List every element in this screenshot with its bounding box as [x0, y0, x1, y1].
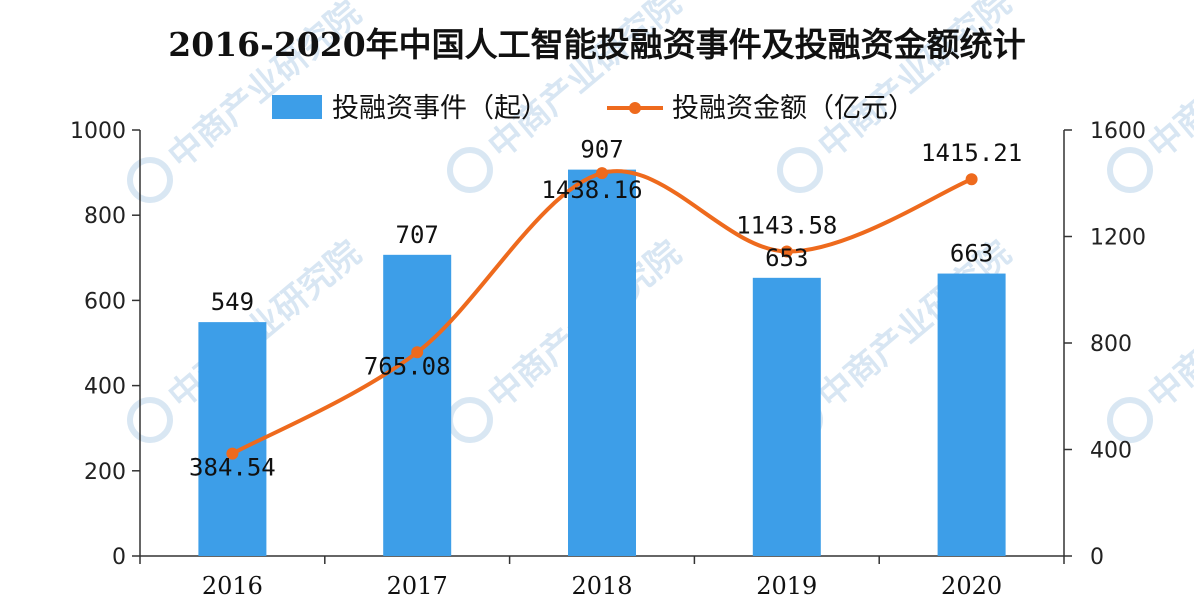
left-tick-label: 400: [84, 375, 126, 400]
amount-point-2018: [596, 167, 608, 180]
amount-point-2017: [411, 346, 424, 359]
watermark-logo-icon: [1107, 397, 1153, 443]
bar-value-label: 907: [580, 136, 623, 164]
line-value-label: 1143.58: [736, 212, 837, 240]
amount-point-2016: [226, 447, 239, 460]
chart-title: 2016-2020年中国人工智能投融资事件及投融资金额统计: [168, 25, 1025, 64]
legend-line-marker: [629, 102, 641, 114]
legend: 投融资事件（起） 投融资金额（亿元）: [272, 93, 915, 124]
bar-value-label: 707: [396, 221, 439, 249]
watermark-logo-icon: [777, 147, 823, 193]
x-tick-label: 2016: [202, 572, 263, 600]
bar-2017: [383, 254, 452, 556]
x-tick-label: 2018: [571, 572, 632, 600]
left-tick-label: 200: [84, 460, 126, 485]
left-tick-label: 1000: [70, 119, 126, 144]
watermark-logo-icon: [127, 397, 173, 443]
x-tick-label: 2019: [756, 572, 817, 600]
bar-2016: [198, 322, 267, 556]
right-tick-label: 800: [1090, 332, 1132, 357]
legend-line-label: 投融资金额（亿元）: [672, 93, 915, 124]
bar-value-label: 663: [950, 240, 993, 268]
line-value-label: 1438.16: [541, 176, 642, 204]
right-tick-label: 0: [1090, 545, 1104, 570]
watermark-logo-icon: [1107, 147, 1153, 193]
line-value-label: 765.08: [364, 352, 451, 380]
axes: 0 200 400 600 800 1000 0 400 800 1200 1600 2016 2017…: [70, 119, 1146, 600]
legend-bar-swatch: [272, 95, 322, 119]
watermark-logo-icon: [447, 397, 493, 443]
line-value-label: 384.54: [189, 454, 276, 482]
line-value-label: 1415.21: [921, 139, 1022, 167]
watermark: 中商产业研究院: [447, 233, 689, 443]
bar-2018: [568, 169, 636, 557]
left-tick-label: 600: [84, 289, 126, 314]
legend-bar-label: 投融资事件（起）: [332, 93, 548, 124]
bar-2019: [752, 277, 821, 556]
left-tick-label: 800: [84, 204, 126, 229]
bar-2020: [937, 273, 1006, 556]
watermark-text: 中商产业研究院: [1141, 233, 1194, 417]
bar-value-label: 549: [211, 288, 254, 316]
amount-point-2020: [965, 173, 978, 186]
watermark-logo-icon: [447, 147, 493, 193]
right-tick-label: 1200: [1090, 226, 1146, 251]
x-tick-label: 2020: [941, 572, 1002, 600]
data-labels: 549 707 907 653 663 384.54 765.08 1438.16 1143.5…: [189, 136, 1022, 482]
bar-series: [198, 169, 1006, 557]
watermark-logo-icon: [127, 157, 173, 203]
bar-value-label: 653: [765, 244, 808, 272]
amount-point-2019: [780, 245, 793, 258]
line-series: [226, 167, 978, 460]
right-tick-label: 1600: [1090, 119, 1146, 144]
left-tick-label: 0: [112, 545, 126, 570]
watermark-text: 中商产业研究院: [1141, 0, 1194, 167]
right-tick-label: 400: [1090, 439, 1132, 464]
watermark: 中商产业研究院: [1107, 0, 1194, 193]
x-tick-label: 2017: [387, 572, 448, 600]
